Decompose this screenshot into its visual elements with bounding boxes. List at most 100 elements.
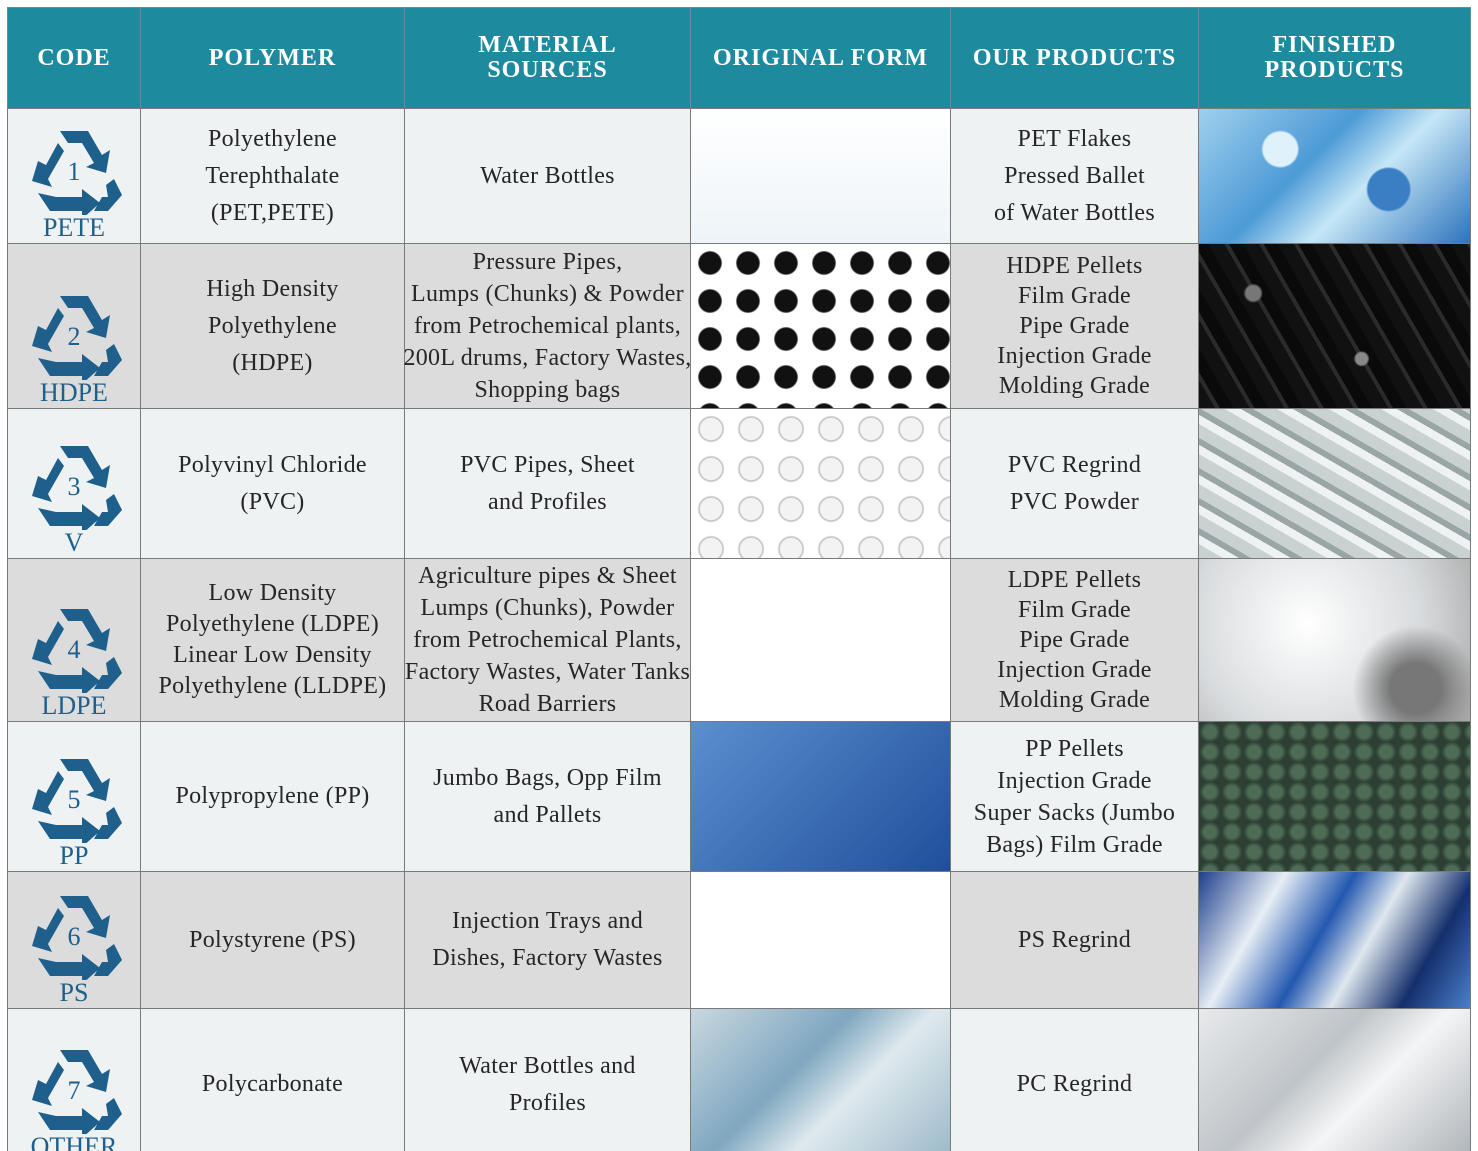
cell-line: Injection Grade xyxy=(997,343,1152,369)
code-icon: 5 xyxy=(24,751,124,847)
cell-line: Film Grade xyxy=(1018,597,1131,623)
arrow xyxy=(38,1108,100,1138)
cell-line: (PET,PETE) xyxy=(210,199,335,226)
code-cell: 2 HDPE xyxy=(7,243,141,409)
cell-line: Polyethylene (LLDPE) xyxy=(158,673,387,699)
header-cell: CODE xyxy=(7,7,141,109)
cell-line: LDPE Pellets xyxy=(1007,567,1142,593)
code-number: 2 xyxy=(67,322,81,351)
cell-line: PVC Regrind xyxy=(1007,451,1142,478)
header-cell: MATERIAL SOURCES xyxy=(404,7,691,109)
cell-line: (HDPE) xyxy=(232,349,313,376)
cell-line: Polystyrene (PS) xyxy=(189,926,356,953)
arrow xyxy=(32,143,64,187)
recycle-icon xyxy=(32,296,122,384)
sources-cell: Agriculture pipes & Sheet Lumps (Chunks),… xyxy=(404,558,691,722)
arrow xyxy=(38,954,100,984)
cell-line: Low Density xyxy=(208,580,337,606)
code-cell: 4 LDPE xyxy=(7,558,141,722)
header-cell: OUR PRODUCTS xyxy=(950,7,1199,109)
cell-line: Pipe Grade xyxy=(1019,627,1130,653)
arrow xyxy=(60,446,110,488)
polymer-cell: Polystyrene (PS) xyxy=(140,871,405,1009)
original-form-photo xyxy=(690,721,951,872)
products-cell: PP Pellets Injection Grade Super Sacks (Ju… xyxy=(950,721,1199,872)
cell-line: Agriculture pipes & Sheet xyxy=(418,563,677,589)
arrow xyxy=(94,494,122,526)
code-icon: 1 xyxy=(24,123,124,219)
cell-line: Film Grade xyxy=(1018,283,1131,309)
header-text: ORIGINAL FORM xyxy=(712,44,928,71)
cell-line: Polypropylene (PP) xyxy=(175,783,370,809)
cell-line: and Pallets xyxy=(493,801,602,828)
arrow xyxy=(94,657,122,689)
products-cell: PVC Regrind PVC Powder xyxy=(950,408,1199,559)
sources-cell: Water Bottles and Profiles xyxy=(404,1008,691,1151)
recycle-icon xyxy=(32,759,122,847)
arrow xyxy=(60,896,110,938)
arrow xyxy=(94,1098,122,1130)
arrow xyxy=(32,1062,64,1106)
recycle-icon xyxy=(32,896,122,984)
code-number: 5 xyxy=(67,785,81,814)
cell-line: Linear Low Density xyxy=(173,642,372,668)
cell-line: Molding Grade xyxy=(998,687,1151,713)
original-form-photo xyxy=(690,1008,951,1151)
cell-line: Molding Grade xyxy=(998,373,1151,399)
cell-line: Polyethylene (LDPE) xyxy=(166,611,379,637)
arrow xyxy=(32,908,64,952)
code-icon: 6 xyxy=(24,888,124,984)
arrow xyxy=(60,609,110,651)
cell-line: High Density xyxy=(206,275,339,302)
cell-line: Polyvinyl Chloride xyxy=(178,451,367,478)
code-cell: 5 PP xyxy=(7,721,141,872)
cell-line: PET Flakes xyxy=(1017,125,1132,152)
products-cell: PET Flakes Pressed Ballet of Water Bottles xyxy=(950,108,1199,244)
original-form-photo xyxy=(690,871,951,1009)
finished-photo xyxy=(1198,721,1471,872)
code-number: 7 xyxy=(67,1076,81,1105)
header-cell: POLYMER xyxy=(140,7,405,109)
cell-line: and Profiles xyxy=(488,488,607,515)
cell-line: HDPE Pellets xyxy=(1006,253,1143,279)
cell-line: Lumps (Chunks), Powder xyxy=(420,595,675,621)
cell-line: 200L drums, Factory Wastes, xyxy=(403,345,692,371)
header-text: MATERIAL xyxy=(478,32,617,58)
cell-line: Super Sacks (Jumbo xyxy=(973,799,1176,826)
cell-line: Bags) Film Grade xyxy=(986,831,1163,858)
cell-line: Polycarbonate xyxy=(201,1071,344,1097)
cell-line: Dishes, Factory Wastes xyxy=(432,945,663,971)
arrow xyxy=(32,458,64,502)
cell-line: PS Regrind xyxy=(1017,926,1131,953)
cell-line: Jumbo Bags, Opp Film xyxy=(433,764,662,791)
original-form-photo xyxy=(690,243,951,409)
finished-photo xyxy=(1198,1008,1471,1151)
arrow xyxy=(94,944,122,976)
code-cell: 7 OTHER xyxy=(7,1008,141,1151)
cell-line: PC Regrind xyxy=(1016,1071,1133,1097)
polymer-cell: High Density Polyethylene (HDPE) xyxy=(140,243,405,409)
code-cell: 1 PETE xyxy=(7,108,141,244)
cell-line: PVC Powder xyxy=(1009,488,1139,515)
arrow xyxy=(32,621,64,665)
original-form-photo xyxy=(690,558,951,722)
cell-line: of Water Bottles xyxy=(993,199,1156,226)
sources-cell: Water Bottles xyxy=(404,108,691,244)
sources-cell: Injection Trays and Dishes, Factory Waste… xyxy=(404,871,691,1009)
finished-photo xyxy=(1198,871,1471,1009)
arrow xyxy=(60,1050,110,1092)
arrow xyxy=(32,308,64,352)
arrow xyxy=(94,807,122,839)
cell-line: PVC Pipes, Sheet xyxy=(460,451,635,478)
arrow xyxy=(32,771,64,815)
code-label: HDPE xyxy=(40,378,108,407)
cell-line: Profiles xyxy=(508,1089,587,1116)
code-icon: 4 xyxy=(24,601,124,697)
cell-line: Lumps (Chunks) & Powder xyxy=(411,281,684,307)
arrow xyxy=(94,344,122,376)
code-label: OTHER xyxy=(30,1132,118,1151)
code-label: V xyxy=(64,528,84,557)
header-text: FINISHED xyxy=(1272,32,1397,58)
cell-line: Polyethylene xyxy=(208,312,337,339)
